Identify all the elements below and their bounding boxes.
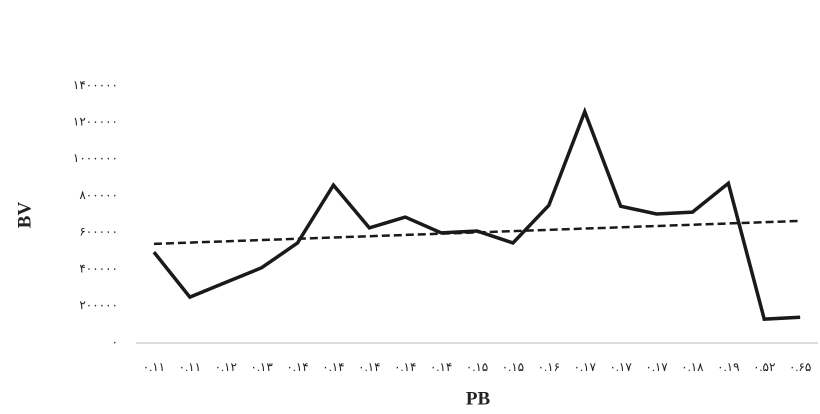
x-tick-label: ۰.۱۴ [322, 360, 344, 374]
y-tick-label: ۰ [112, 335, 118, 349]
x-tick-label: ۰.۱۴ [286, 360, 308, 374]
y-tick-label: ۱۲۰۰۰۰۰ [73, 114, 118, 128]
y-tick-label: ۱۴۰۰۰۰۰ [73, 78, 118, 92]
x-tick-label: ۰.۱۵ [502, 360, 524, 374]
y-tick-label: ۱۰۰۰۰۰۰ [73, 151, 118, 165]
x-tick-label: ۰.۱۹ [717, 360, 739, 374]
x-tick-label: ۰.۱۱ [143, 360, 165, 374]
x-tick-label: ۰.۱۴ [394, 360, 416, 374]
x-tick-label: ۰.۱۷ [609, 360, 632, 374]
x-tick-label: ۰.۱۶ [538, 360, 560, 374]
x-axis-title: PB [466, 388, 491, 409]
x-tick-label: ۰.۱۸ [681, 360, 704, 374]
y-tick-label: ۸۰۰۰۰۰ [79, 188, 118, 202]
x-tick-label: ۰.۱۷ [645, 360, 668, 374]
x-tick-label: ۰.۵۲ [753, 360, 775, 374]
x-tick-label: ۰.۱۴ [358, 360, 380, 374]
x-tick-label: ۰.۱۲ [215, 360, 237, 374]
x-tick-label: ۰.۱۴ [430, 360, 452, 374]
y-tick-label: ۶۰۰۰۰۰ [79, 225, 118, 239]
x-tick-label: ۰.۱۳ [250, 360, 273, 374]
x-tick-label: ۰.۱۵ [466, 360, 488, 374]
y-axis-title: BV [14, 202, 35, 229]
x-tick-label: ۰.۶۵ [789, 360, 811, 374]
x-tick-label: ۰.۱۱ [179, 360, 201, 374]
data-line [152, 106, 801, 321]
x-tick-label: ۰.۱۷ [574, 360, 597, 374]
y-tick-label: ۲۰۰۰۰۰ [79, 298, 118, 312]
y-tick-label: ۴۰۰۰۰۰ [79, 261, 118, 275]
